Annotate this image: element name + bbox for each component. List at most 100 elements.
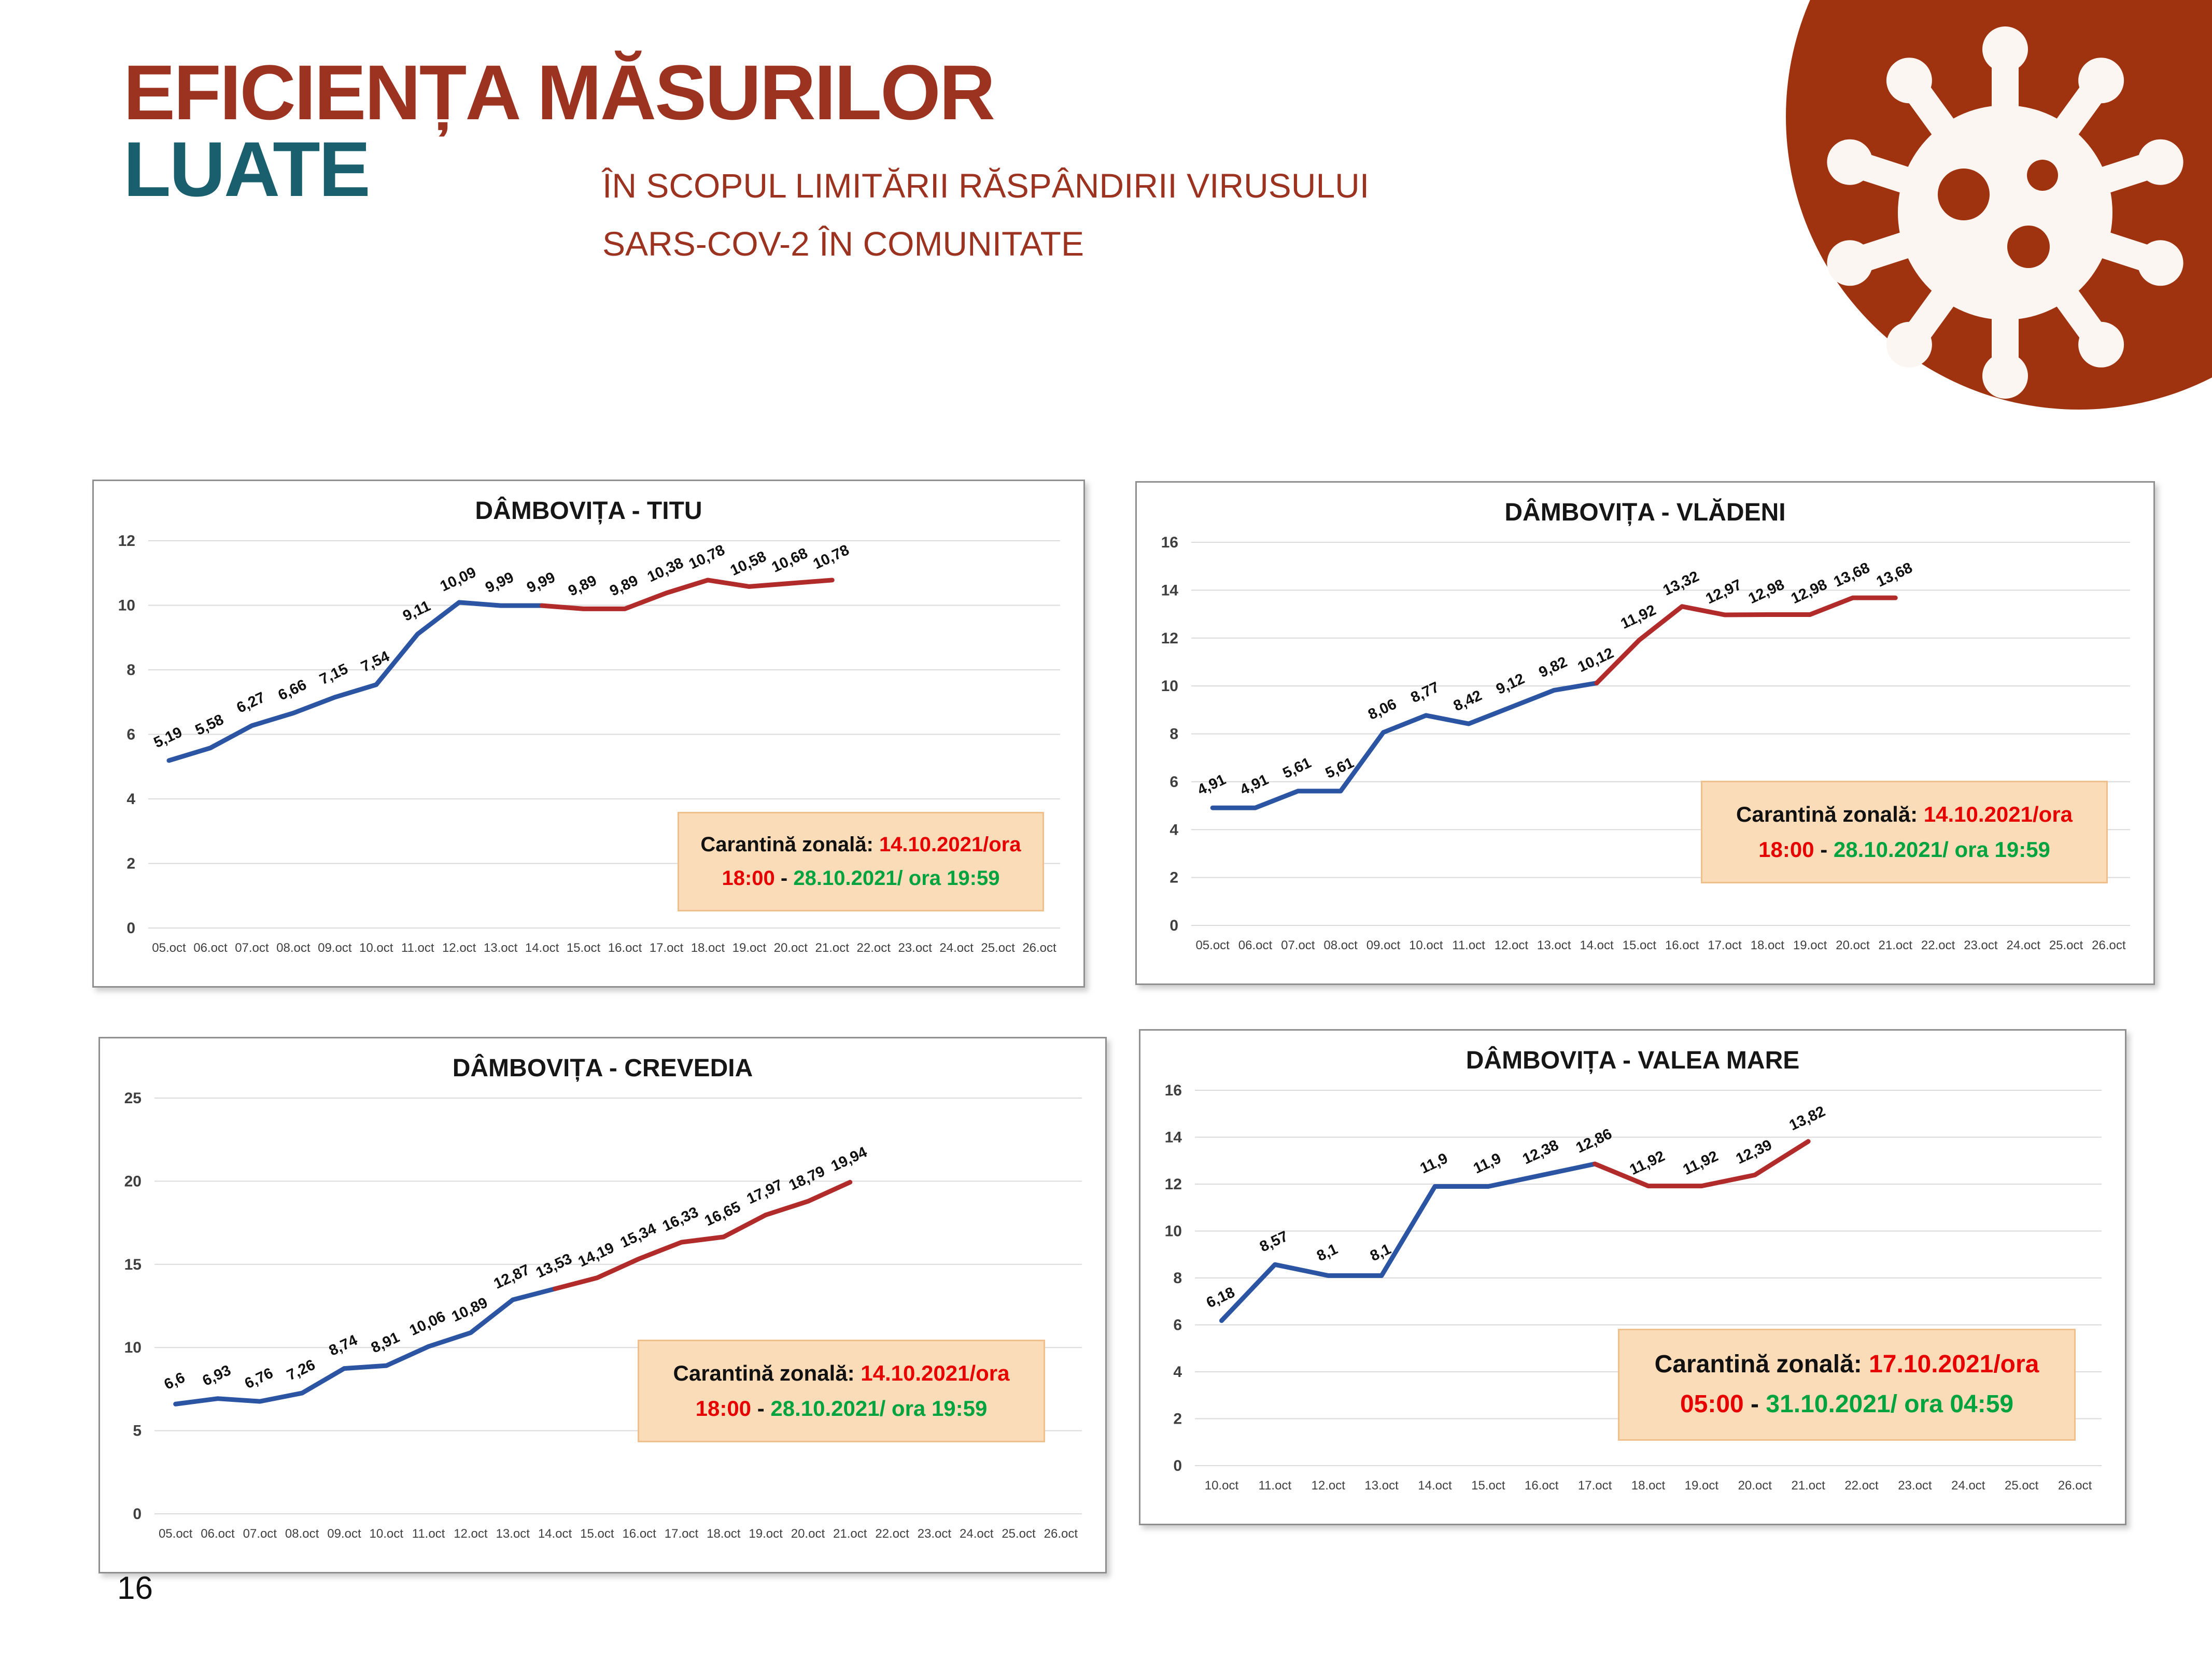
svg-text:26.oct: 26.oct bbox=[1044, 1527, 1078, 1541]
svg-text:07.oct: 07.oct bbox=[235, 941, 269, 955]
callout-end-date: 28.10.2021/ ora 19:59 bbox=[793, 866, 1000, 890]
svg-text:18.oct: 18.oct bbox=[1751, 938, 1785, 952]
chart-plot: 0 5 10 15 20 25 05.oct 06.oct 07.oct 08.oct 09.oct… bbox=[124, 1090, 1082, 1541]
svg-text:12: 12 bbox=[1165, 1176, 1182, 1193]
chart-crevedia: DÂMBOVIȚA - CREVEDIA 0 5 10 15 20 25 05.oct 06.… bbox=[98, 1037, 1107, 1573]
svg-text:12: 12 bbox=[1161, 630, 1178, 647]
svg-text:4,91: 4,91 bbox=[1237, 771, 1271, 799]
chart-valea-mare: DÂMBOVIȚA - VALEA MARE 0 2 4 6 8 10 12 14 16 10.o… bbox=[1139, 1029, 2126, 1525]
svg-text:20.oct: 20.oct bbox=[774, 941, 808, 955]
callout-end-date: 28.10.2021/ ora 19:59 bbox=[1833, 837, 2050, 862]
svg-text:12.oct: 12.oct bbox=[442, 941, 476, 955]
svg-text:9,89: 9,89 bbox=[566, 572, 599, 600]
svg-text:7,26: 7,26 bbox=[284, 1357, 318, 1384]
svg-text:05.oct: 05.oct bbox=[152, 941, 186, 955]
svg-text:12,87: 12,87 bbox=[491, 1261, 532, 1292]
svg-text:10: 10 bbox=[124, 1339, 142, 1356]
svg-text:24.oct: 24.oct bbox=[2007, 938, 2041, 952]
svg-text:16.oct: 16.oct bbox=[1665, 938, 1699, 952]
svg-text:10.oct: 10.oct bbox=[370, 1527, 404, 1541]
chart-vladeni: DÂMBOVIȚA - VLĂDENI 0 2 4 6 8 10 12 14 16 05.oct 0… bbox=[1135, 481, 2155, 985]
svg-text:9,89: 9,89 bbox=[607, 572, 641, 600]
svg-text:17.oct: 17.oct bbox=[1708, 938, 1742, 952]
svg-text:21.oct: 21.oct bbox=[1791, 1479, 1825, 1493]
svg-text:10.oct: 10.oct bbox=[1409, 938, 1443, 952]
svg-text:6: 6 bbox=[1170, 774, 1178, 791]
svg-text:09.oct: 09.oct bbox=[1366, 938, 1401, 952]
callout-separator: - bbox=[757, 1396, 765, 1421]
svg-text:13,53: 13,53 bbox=[533, 1250, 574, 1282]
svg-text:25.oct: 25.oct bbox=[2005, 1479, 2039, 1493]
svg-text:10.oct: 10.oct bbox=[1205, 1479, 1239, 1493]
quarantine-callout: Carantină zonală: 14.10.2021/ora 18:00 -… bbox=[678, 811, 1044, 911]
svg-text:13.oct: 13.oct bbox=[484, 941, 518, 955]
svg-text:22.oct: 22.oct bbox=[875, 1527, 909, 1541]
svg-text:25: 25 bbox=[124, 1090, 142, 1107]
svg-text:8,74: 8,74 bbox=[327, 1332, 360, 1359]
svg-text:9,99: 9,99 bbox=[524, 569, 558, 597]
svg-text:6,93: 6,93 bbox=[200, 1362, 234, 1389]
svg-text:8: 8 bbox=[126, 662, 135, 679]
quarantine-callout: Carantină zonală: 14.10.2021/ora 18:00 -… bbox=[638, 1340, 1045, 1443]
callout-start-date: 17.10.2021/ora 05:00 bbox=[1680, 1351, 2039, 1418]
svg-text:19,94: 19,94 bbox=[828, 1144, 869, 1175]
svg-text:2: 2 bbox=[1170, 869, 1178, 887]
svg-text:6,76: 6,76 bbox=[242, 1365, 276, 1393]
page-title-line2: LUATE bbox=[123, 125, 371, 213]
svg-text:13,68: 13,68 bbox=[1874, 559, 1915, 591]
svg-text:5: 5 bbox=[133, 1423, 142, 1440]
svg-text:14.oct: 14.oct bbox=[1580, 938, 1614, 952]
svg-text:08.oct: 08.oct bbox=[1323, 938, 1358, 952]
svg-text:09.oct: 09.oct bbox=[318, 941, 352, 955]
svg-text:7,15: 7,15 bbox=[317, 660, 351, 688]
svg-text:8,1: 8,1 bbox=[1314, 1241, 1340, 1264]
svg-text:5,61: 5,61 bbox=[1280, 754, 1314, 782]
svg-text:14.oct: 14.oct bbox=[538, 1527, 572, 1541]
svg-text:19.oct: 19.oct bbox=[1793, 938, 1827, 952]
svg-text:4: 4 bbox=[1173, 1363, 1182, 1381]
svg-text:4,91: 4,91 bbox=[1195, 771, 1229, 799]
callout-label: Carantină zonală: bbox=[1736, 802, 1918, 826]
svg-text:26.oct: 26.oct bbox=[2058, 1479, 2092, 1493]
svg-text:16.oct: 16.oct bbox=[622, 1527, 656, 1541]
chart-title: DÂMBOVIȚA - CREVEDIA bbox=[452, 1055, 753, 1082]
svg-text:12,86: 12,86 bbox=[1573, 1126, 1614, 1157]
svg-text:0: 0 bbox=[1170, 917, 1178, 934]
svg-text:19.oct: 19.oct bbox=[732, 941, 767, 955]
svg-text:07.oct: 07.oct bbox=[1281, 938, 1315, 952]
svg-text:16,65: 16,65 bbox=[702, 1199, 743, 1230]
svg-text:8,06: 8,06 bbox=[1365, 696, 1399, 723]
callout-end-date: 28.10.2021/ ora 19:59 bbox=[770, 1396, 988, 1421]
svg-text:19.oct: 19.oct bbox=[749, 1527, 783, 1541]
svg-text:11.oct: 11.oct bbox=[1452, 938, 1485, 952]
callout-separator: - bbox=[780, 866, 788, 890]
svg-text:20.oct: 20.oct bbox=[1738, 1479, 1772, 1493]
svg-text:23.oct: 23.oct bbox=[898, 941, 932, 955]
chart-title: DÂMBOVIȚA - VALEA MARE bbox=[1466, 1047, 1800, 1074]
svg-text:9,12: 9,12 bbox=[1494, 670, 1527, 698]
svg-text:11.oct: 11.oct bbox=[1259, 1479, 1292, 1493]
chart-plot: 0 2 4 6 8 10 12 14 16 10.oct 11.oct 12.oct 13.oct 14.… bbox=[1165, 1082, 2102, 1493]
svg-text:18.oct: 18.oct bbox=[1631, 1479, 1666, 1493]
svg-text:05.oct: 05.oct bbox=[1195, 938, 1230, 952]
page-number: 16 bbox=[117, 1570, 153, 1606]
svg-text:8,91: 8,91 bbox=[369, 1329, 402, 1357]
chart-plot: 0 2 4 6 8 10 12 05.oct 06.oct 07.oct 08.oct 09.oct 1… bbox=[118, 532, 1060, 955]
virus-icon bbox=[1786, 0, 2212, 410]
svg-text:12.oct: 12.oct bbox=[454, 1527, 488, 1541]
svg-text:13,68: 13,68 bbox=[1831, 559, 1872, 591]
subtitle-line1: ÎN SCOPUL LIMITĂRII RĂSPÂNDIRII VIRUSULU… bbox=[602, 166, 1370, 205]
svg-text:12.oct: 12.oct bbox=[1495, 938, 1529, 952]
svg-text:12,98: 12,98 bbox=[1746, 576, 1787, 607]
svg-text:11,9: 11,9 bbox=[1471, 1150, 1503, 1177]
svg-text:11,9: 11,9 bbox=[1418, 1150, 1450, 1177]
svg-text:6: 6 bbox=[126, 726, 135, 743]
svg-text:10: 10 bbox=[1165, 1223, 1182, 1240]
svg-text:21.oct: 21.oct bbox=[815, 941, 850, 955]
svg-text:23.oct: 23.oct bbox=[918, 1527, 952, 1541]
svg-text:10,78: 10,78 bbox=[811, 542, 852, 573]
svg-text:21.oct: 21.oct bbox=[833, 1527, 867, 1541]
svg-text:17.oct: 17.oct bbox=[665, 1527, 699, 1541]
svg-text:9,99: 9,99 bbox=[483, 569, 516, 597]
